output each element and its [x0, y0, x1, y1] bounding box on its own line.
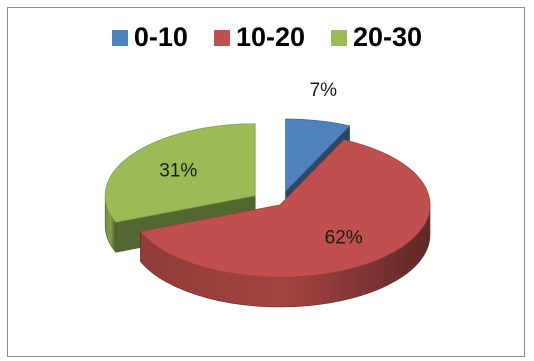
data-label-0-10: 7%	[310, 80, 338, 101]
data-label-20-30: 31%	[159, 161, 197, 182]
data-label-10-20: 62%	[325, 228, 363, 249]
